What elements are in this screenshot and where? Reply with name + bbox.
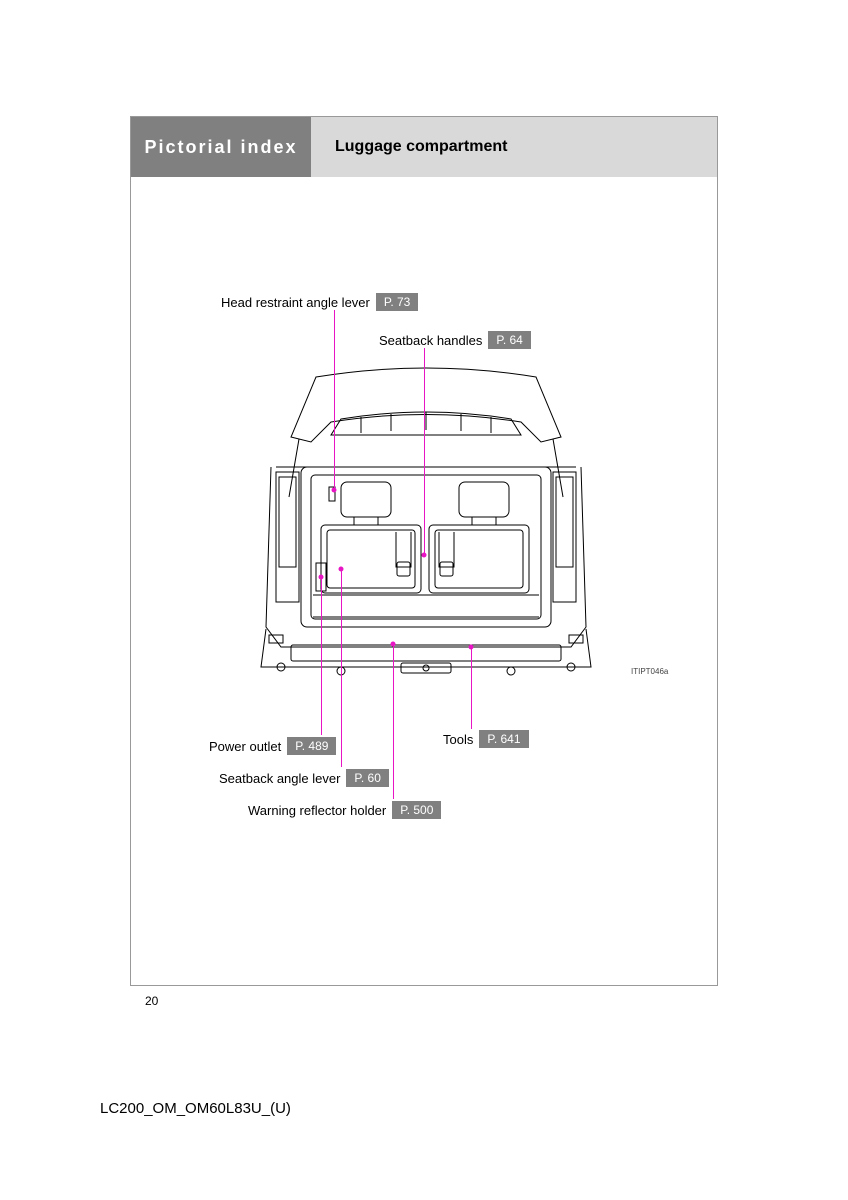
leader-line: [424, 348, 425, 555]
header-bar: Pictorial index Luggage compartment: [131, 117, 717, 177]
page-ref-badge[interactable]: P. 73: [376, 293, 418, 311]
leader-dot: [391, 642, 396, 647]
header-title: Luggage compartment: [311, 117, 717, 177]
callout-label: Tools: [443, 732, 473, 747]
leader-dot: [339, 567, 344, 572]
leader-dot: [332, 488, 337, 493]
callout-tools: Tools P. 641: [443, 730, 529, 748]
page-frame: Pictorial index Luggage compartment: [130, 116, 718, 986]
callout-label: Warning reflector holder: [248, 803, 386, 818]
leader-line: [393, 644, 394, 799]
leader-line: [334, 310, 335, 490]
image-code: ITIPT046a: [631, 667, 668, 676]
document-code: LC200_OM_OM60L83U_(U): [100, 1100, 291, 1117]
page-ref-badge[interactable]: P. 60: [346, 769, 388, 787]
callout-label: Seatback angle lever: [219, 771, 340, 786]
callout-seatback-angle: Seatback angle lever P. 60: [219, 769, 389, 787]
callout-power-outlet: Power outlet P. 489: [209, 737, 336, 755]
page-ref-badge[interactable]: P. 489: [287, 737, 336, 755]
diagram-area: Head restraint angle lever P. 73 Seatbac…: [131, 177, 717, 985]
page-ref-badge[interactable]: P. 64: [488, 331, 530, 349]
vehicle-diagram: [221, 367, 631, 707]
callout-seatback-handles: Seatback handles P. 64: [379, 331, 531, 349]
callout-label: Seatback handles: [379, 333, 482, 348]
page-number: 20: [145, 994, 158, 1008]
leader-dot: [422, 553, 427, 558]
leader-dot: [469, 645, 474, 650]
leader-line: [321, 577, 322, 735]
leader-line: [341, 569, 342, 767]
leader-line: [471, 647, 472, 729]
callout-head-restraint: Head restraint angle lever P. 73: [221, 293, 418, 311]
leader-dot: [319, 575, 324, 580]
page-ref-badge[interactable]: P. 641: [479, 730, 528, 748]
callout-warning-reflector: Warning reflector holder P. 500: [248, 801, 441, 819]
page-ref-badge[interactable]: P. 500: [392, 801, 441, 819]
callout-label: Power outlet: [209, 739, 281, 754]
header-section-label: Pictorial index: [131, 117, 311, 177]
callout-label: Head restraint angle lever: [221, 295, 370, 310]
